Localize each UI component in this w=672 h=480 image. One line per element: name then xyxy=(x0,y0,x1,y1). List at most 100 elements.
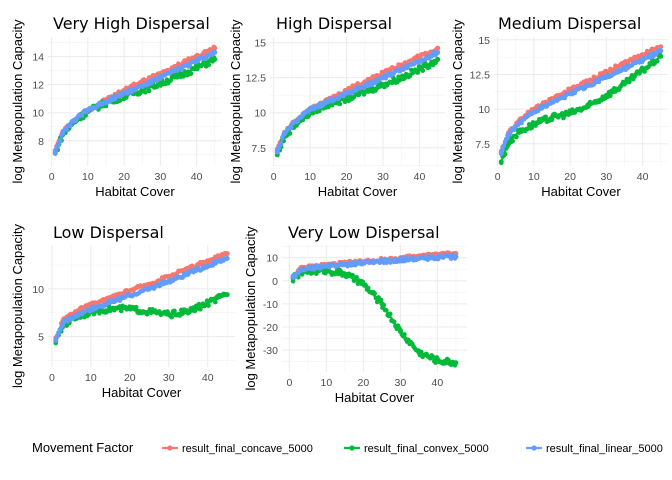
y-axis-title: log Metapopulation Capacity xyxy=(228,19,243,184)
y-tick-label: 0 xyxy=(272,276,278,288)
legend-key-point xyxy=(531,445,537,451)
y-tick-label: -30 xyxy=(263,345,278,357)
x-tick-label: 0 xyxy=(286,377,292,389)
data-point xyxy=(354,274,359,280)
legend-label: result_final_linear_5000 xyxy=(546,443,663,455)
y-tick-label: 12.5 xyxy=(470,69,491,81)
y-axis-title: log Metapopulation Capacity xyxy=(243,226,258,391)
y-tick-label: 12.5 xyxy=(246,73,267,85)
y-tick-label: 14 xyxy=(32,52,44,64)
series-result_final_linear_5000 xyxy=(274,49,441,155)
series-line xyxy=(276,51,439,153)
legend-item: result_final_concave_5000 xyxy=(162,443,313,455)
panel-title: Very Low Dispersal xyxy=(288,223,440,242)
series-line xyxy=(54,257,228,341)
series-result_final_convex_5000 xyxy=(52,55,218,156)
panel-1: 0 10 20 30 40 8 10 12 14 Very High Dispersal Habit… xyxy=(10,14,222,199)
x-tick-label: 10 xyxy=(304,171,316,183)
data-point xyxy=(172,308,177,314)
panel-title: Low Dispersal xyxy=(53,223,164,242)
series-line xyxy=(292,269,457,364)
x-tick-label: 0 xyxy=(49,372,55,384)
x-tick-label: 30 xyxy=(155,171,167,183)
panel-title: High Dispersal xyxy=(276,14,392,33)
series-result_final_convex_5000 xyxy=(498,51,664,166)
x-tick-label: 0 xyxy=(495,171,501,183)
legend-label: result_final_convex_5000 xyxy=(364,443,489,455)
y-tick-label: 7.5 xyxy=(475,139,490,151)
series-line xyxy=(500,55,662,163)
x-tick-label: 40 xyxy=(432,377,444,389)
legend-label: result_final_concave_5000 xyxy=(182,443,313,455)
y-tick-label: 12 xyxy=(32,80,44,92)
panel-5: 0 10 20 30 40 10 0 -10 -20 -30 Very Low Dispersal H… xyxy=(243,223,467,405)
panels: 0 10 20 30 40 8 10 12 14 Very High Dispersal Habit… xyxy=(10,14,668,405)
x-tick-label: 40 xyxy=(414,171,426,183)
series-result_final_linear_5000 xyxy=(290,252,459,280)
series-result_final_linear_5000 xyxy=(53,255,230,343)
panel-2: 0 10 20 30 40 7.5 10 12.5 15 High Dispersal Habita… xyxy=(228,14,445,199)
series-result_final_convex_5000 xyxy=(274,56,441,158)
data-point xyxy=(146,88,152,94)
series-line xyxy=(500,49,662,154)
legend-item: result_final_convex_5000 xyxy=(344,443,489,455)
series-line xyxy=(292,255,456,279)
x-tick-label: 30 xyxy=(377,171,389,183)
x-tick-label: 10 xyxy=(82,171,94,183)
x-tick-label: 10 xyxy=(528,171,540,183)
data-point xyxy=(117,98,123,103)
x-tick-label: 0 xyxy=(49,171,55,183)
legend-key-point xyxy=(349,445,355,451)
y-tick-label: -20 xyxy=(263,322,278,334)
series-line xyxy=(54,51,216,153)
x-tick-label: 0 xyxy=(271,171,277,183)
series-result_final_concave_5000 xyxy=(53,251,230,341)
x-tick-label: 30 xyxy=(395,377,407,389)
legend-title: Movement Factor xyxy=(32,440,134,455)
legend: Movement Factor result_final_concave_500… xyxy=(32,440,663,455)
y-tick-label: 5 xyxy=(38,332,44,344)
x-tick-label: 20 xyxy=(124,372,136,384)
data-point xyxy=(133,304,139,310)
data-point xyxy=(543,114,548,120)
panel-title: Medium Dispersal xyxy=(498,14,641,33)
panel-title: Very High Dispersal xyxy=(53,14,210,33)
x-tick-label: 20 xyxy=(341,171,353,183)
x-tick-label: 30 xyxy=(163,372,175,384)
panel-4: 0 10 20 30 40 5 10 Low Dispersal Habitat Cover lo… xyxy=(10,223,235,400)
y-tick-label: 10 xyxy=(32,108,44,120)
y-axis-title: log Metapopulation Capacity xyxy=(450,19,465,184)
series-line xyxy=(54,252,228,339)
panel-3: 0 10 20 30 40 7.5 10 12.5 15 Medium Dispersal Habi… xyxy=(450,14,668,199)
y-tick-label: 15 xyxy=(478,35,490,47)
y-tick-label: 10 xyxy=(32,284,44,296)
y-tick-label: 7.5 xyxy=(251,143,266,155)
data-point xyxy=(188,71,194,76)
x-axis-title: Habitat Cover xyxy=(102,385,182,400)
legend-key-point xyxy=(167,445,173,451)
y-tick-label: 10 xyxy=(254,108,266,120)
y-tick-label: 10 xyxy=(478,104,490,116)
series-result_final_linear_5000 xyxy=(52,49,218,156)
y-tick-label: 10 xyxy=(266,253,278,265)
x-tick-label: 10 xyxy=(321,377,333,389)
y-tick-label: 8 xyxy=(38,136,44,148)
y-tick-label: 15 xyxy=(254,38,266,50)
x-tick-label: 40 xyxy=(637,171,649,183)
x-tick-label: 20 xyxy=(118,171,130,183)
x-axis-title: Habitat Cover xyxy=(541,184,621,199)
y-tick-label: -10 xyxy=(263,299,278,311)
x-tick-label: 40 xyxy=(191,171,203,183)
x-axis-title: Habitat Cover xyxy=(335,390,415,405)
data-point xyxy=(337,101,343,107)
series-result_final_linear_5000 xyxy=(498,47,664,157)
x-tick-label: 30 xyxy=(601,171,613,183)
y-axis-title: log Metapopulation Capacity xyxy=(10,223,25,388)
x-axis-title: Habitat Cover xyxy=(318,184,398,199)
legend-item: result_final_linear_5000 xyxy=(526,443,663,455)
series-result_final_convex_5000 xyxy=(53,291,230,346)
x-tick-label: 20 xyxy=(358,377,370,389)
y-axis-title: log Metapopulation Capacity xyxy=(10,19,25,184)
x-tick-label: 10 xyxy=(85,372,97,384)
